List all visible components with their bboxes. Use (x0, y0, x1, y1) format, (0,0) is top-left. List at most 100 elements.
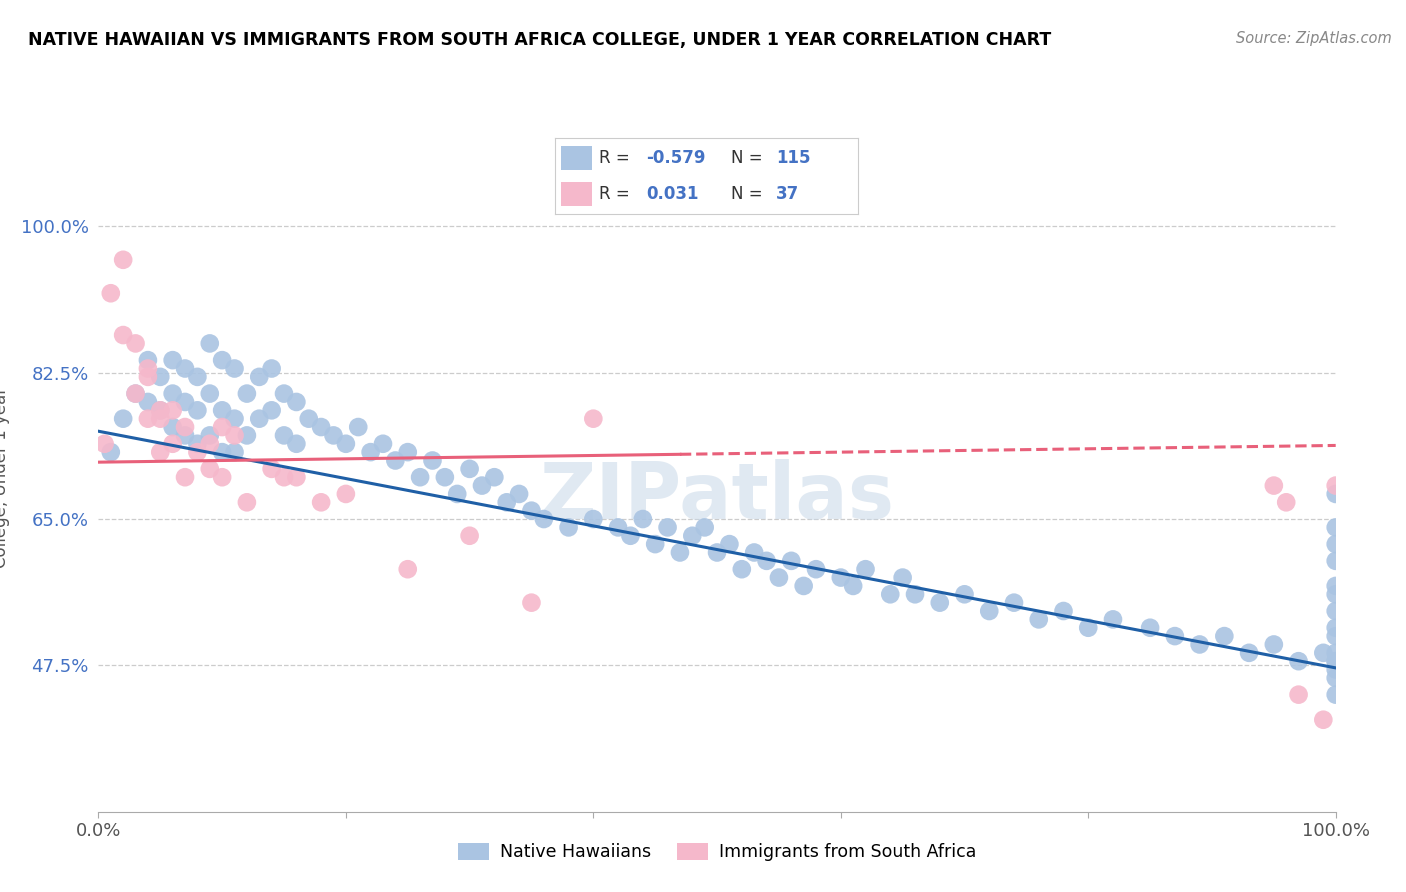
Point (236, 495, 259, 509)
Point (124, 336, 146, 351)
Point (644, 537, 666, 551)
Point (1324, 654, 1347, 668)
Point (1324, 671, 1347, 685)
Point (1324, 537, 1347, 551)
Point (657, 520, 679, 534)
Point (1028, 612, 1050, 626)
Point (855, 562, 877, 576)
Point (186, 403, 208, 417)
Point (1052, 604, 1074, 618)
Point (1324, 629, 1347, 643)
Point (149, 445, 172, 459)
Point (520, 596, 543, 610)
Point (793, 579, 815, 593)
Bar (561, 182, 592, 207)
Point (211, 470, 233, 484)
Point (162, 436, 184, 450)
Point (260, 361, 283, 376)
Point (891, 571, 914, 585)
Point (804, 562, 827, 576)
Point (582, 411, 605, 425)
Point (1288, 688, 1310, 702)
Point (582, 512, 605, 526)
Point (112, 328, 135, 343)
Point (360, 445, 382, 459)
Point (1312, 646, 1334, 660)
Point (112, 252, 135, 267)
Point (285, 470, 308, 484)
Point (1102, 612, 1125, 626)
Point (755, 554, 778, 568)
Point (669, 545, 692, 559)
Point (1324, 646, 1347, 660)
Point (162, 403, 184, 417)
Point (830, 571, 852, 585)
Point (1324, 604, 1347, 618)
Point (768, 571, 790, 585)
Point (1324, 520, 1347, 534)
Point (149, 411, 172, 425)
Text: NATIVE HAWAIIAN VS IMMIGRANTS FROM SOUTH AFRICA COLLEGE, UNDER 1 YEAR CORRELATIO: NATIVE HAWAIIAN VS IMMIGRANTS FROM SOUTH… (28, 31, 1052, 49)
Point (433, 470, 456, 484)
Point (273, 428, 295, 442)
Point (1324, 621, 1347, 635)
Point (879, 587, 901, 601)
Point (347, 420, 370, 434)
Point (236, 428, 259, 442)
Point (260, 403, 283, 417)
Point (174, 420, 197, 434)
Point (136, 361, 159, 376)
Point (384, 453, 406, 467)
Point (1237, 646, 1260, 660)
Point (149, 370, 172, 384)
Point (136, 370, 159, 384)
Y-axis label: College, Under 1 year: College, Under 1 year (0, 386, 10, 568)
Point (174, 428, 197, 442)
Point (607, 520, 630, 534)
Text: 0.031: 0.031 (647, 186, 699, 203)
Point (298, 411, 321, 425)
Point (273, 386, 295, 401)
Point (136, 395, 159, 409)
Point (681, 529, 703, 543)
Point (198, 436, 221, 450)
Point (162, 353, 184, 368)
Point (1324, 688, 1347, 702)
Point (458, 462, 481, 476)
Point (174, 395, 197, 409)
Point (149, 403, 172, 417)
Legend: Native Hawaiians, Immigrants from South Africa: Native Hawaiians, Immigrants from South … (450, 834, 984, 870)
Point (247, 411, 270, 425)
Text: 115: 115 (776, 149, 810, 167)
Point (285, 436, 308, 450)
Point (285, 395, 308, 409)
Point (198, 336, 221, 351)
Point (1263, 478, 1285, 492)
Point (731, 562, 754, 576)
Point (224, 361, 246, 376)
Bar (561, 146, 592, 170)
Point (396, 445, 419, 459)
Point (211, 353, 233, 368)
Text: ZIPatlas: ZIPatlas (540, 459, 894, 535)
Point (446, 487, 468, 501)
Point (100, 445, 122, 459)
Point (706, 545, 728, 559)
Point (1164, 629, 1187, 643)
Point (124, 386, 146, 401)
Point (842, 579, 865, 593)
Point (780, 554, 803, 568)
Point (693, 520, 716, 534)
Point (186, 436, 208, 450)
Point (904, 587, 927, 601)
Point (335, 436, 357, 450)
Point (198, 462, 221, 476)
Point (211, 445, 233, 459)
Point (186, 445, 208, 459)
Point (422, 453, 444, 467)
Point (322, 428, 344, 442)
Point (1324, 478, 1347, 492)
Point (247, 370, 270, 384)
Point (211, 403, 233, 417)
Point (198, 386, 221, 401)
